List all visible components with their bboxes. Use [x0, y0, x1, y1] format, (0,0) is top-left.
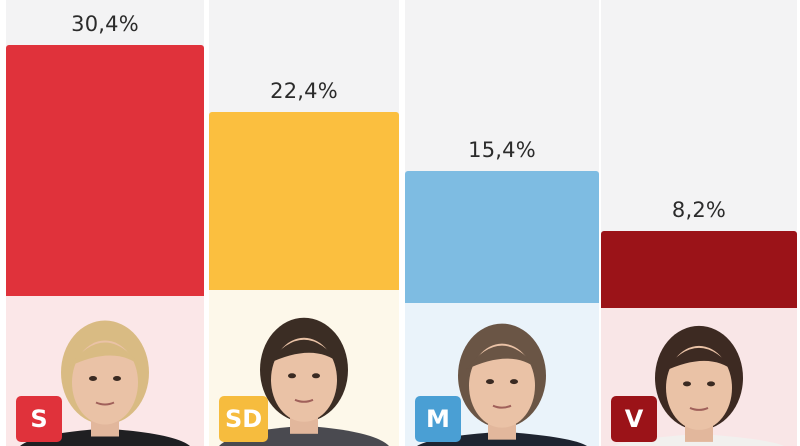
value-label-sd: 22,4% [270, 78, 338, 103]
bar-v [601, 231, 797, 310]
party-badge-v: V [611, 396, 657, 442]
bar-column-v: 8,2% V [601, 0, 797, 446]
bar-s [6, 44, 204, 298]
bar-sd [209, 111, 399, 292]
bar-column-s: 30,4% S [6, 0, 204, 446]
value-label-s: 30,4% [71, 11, 139, 36]
portrait-illustration [417, 323, 587, 446]
portrait-illustration [614, 325, 784, 446]
bar-column-m: 15,4% M [405, 0, 599, 446]
leader-photo-m: M [405, 303, 599, 446]
bar-column-sd: 22,4% SD [209, 0, 399, 446]
party-badge-s: S [16, 396, 62, 442]
value-label-m: 15,4% [468, 137, 536, 162]
portrait-illustration [20, 320, 190, 446]
leader-photo-s: S [6, 296, 204, 446]
leader-photo-v: V [601, 308, 797, 446]
party-badge-sd: SD [219, 396, 269, 442]
leader-photo-sd: SD [209, 290, 399, 446]
bar-m [405, 170, 599, 305]
party-badge-m: M [415, 396, 461, 442]
value-label-v: 8,2% [671, 198, 727, 223]
